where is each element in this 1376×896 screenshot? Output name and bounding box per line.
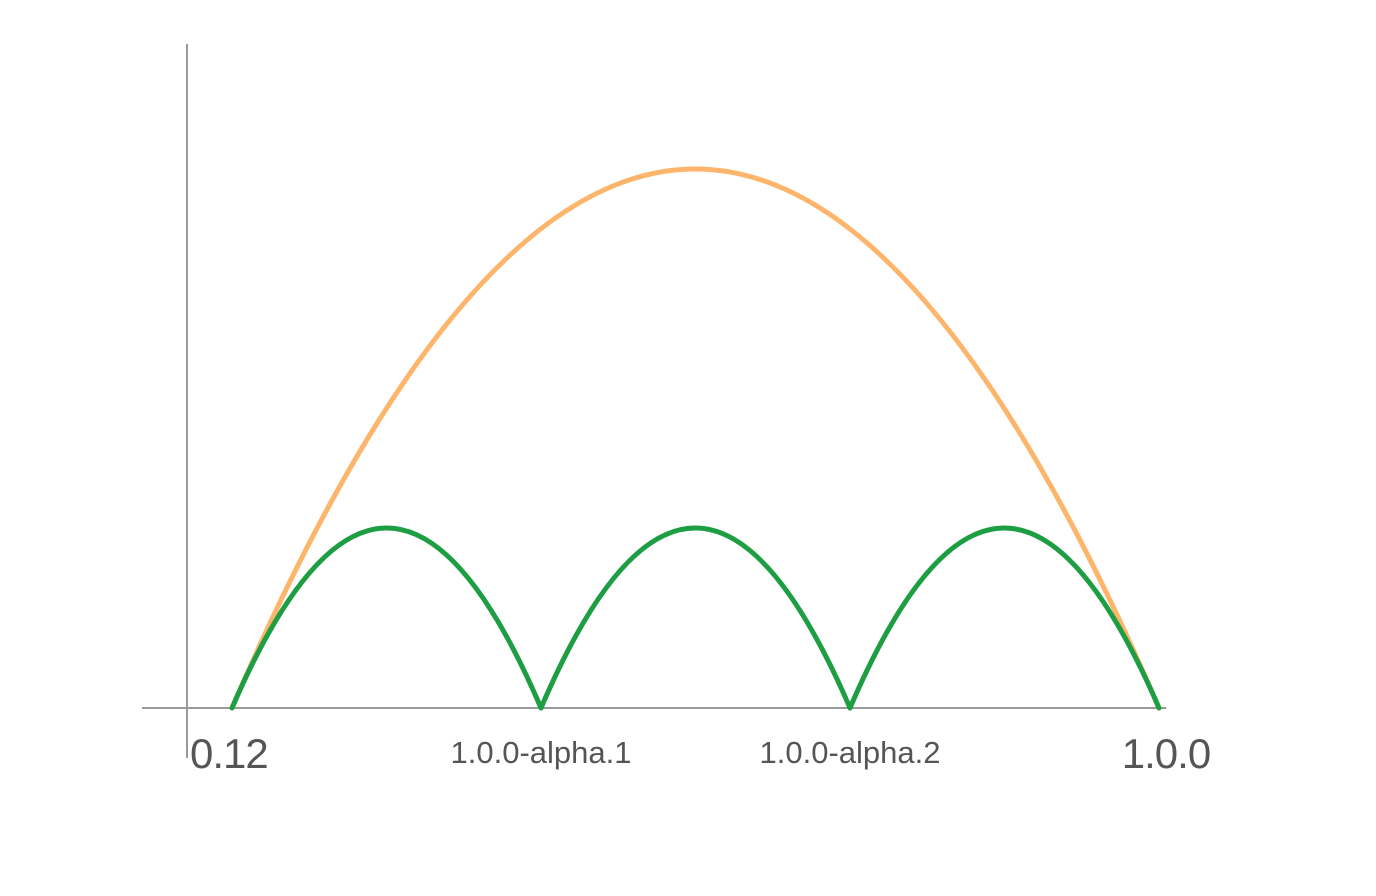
incremental-arc-2	[538, 525, 853, 711]
incremental-arc-3	[847, 525, 1162, 711]
release-label-0-12: 0.12	[190, 730, 268, 777]
single-jump-arc	[229, 166, 1162, 711]
incremental-arc-1	[229, 525, 544, 711]
release-label-alpha-2: 1.0.0-alpha.2	[760, 735, 941, 770]
release-label-alpha-1: 1.0.0-alpha.1	[451, 735, 632, 770]
release-label-1-0-0: 1.0.0	[1122, 730, 1210, 777]
